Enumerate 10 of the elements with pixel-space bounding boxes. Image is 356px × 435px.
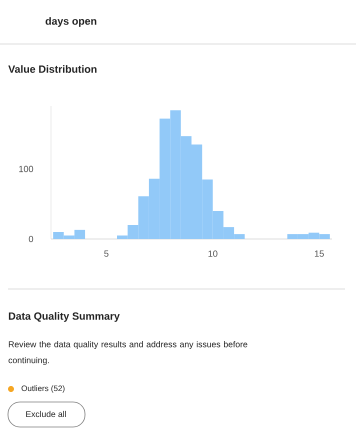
x-tick-label: 15 — [314, 250, 324, 257]
text: Exclude all — [26, 410, 66, 418]
x-tick-label: 10 — [208, 250, 218, 257]
x-tick-label: 5 — [104, 250, 108, 257]
y-tick-label: 100 — [19, 166, 34, 172]
text: Review the data quality results and address any issues before continuing. — [8, 341, 248, 365]
text: days open — [46, 17, 96, 27]
chart-title: Value Distribution — [8, 65, 96, 73]
y-tick-label: 0 — [28, 236, 34, 242]
text: Data Quality Summary — [8, 312, 120, 322]
